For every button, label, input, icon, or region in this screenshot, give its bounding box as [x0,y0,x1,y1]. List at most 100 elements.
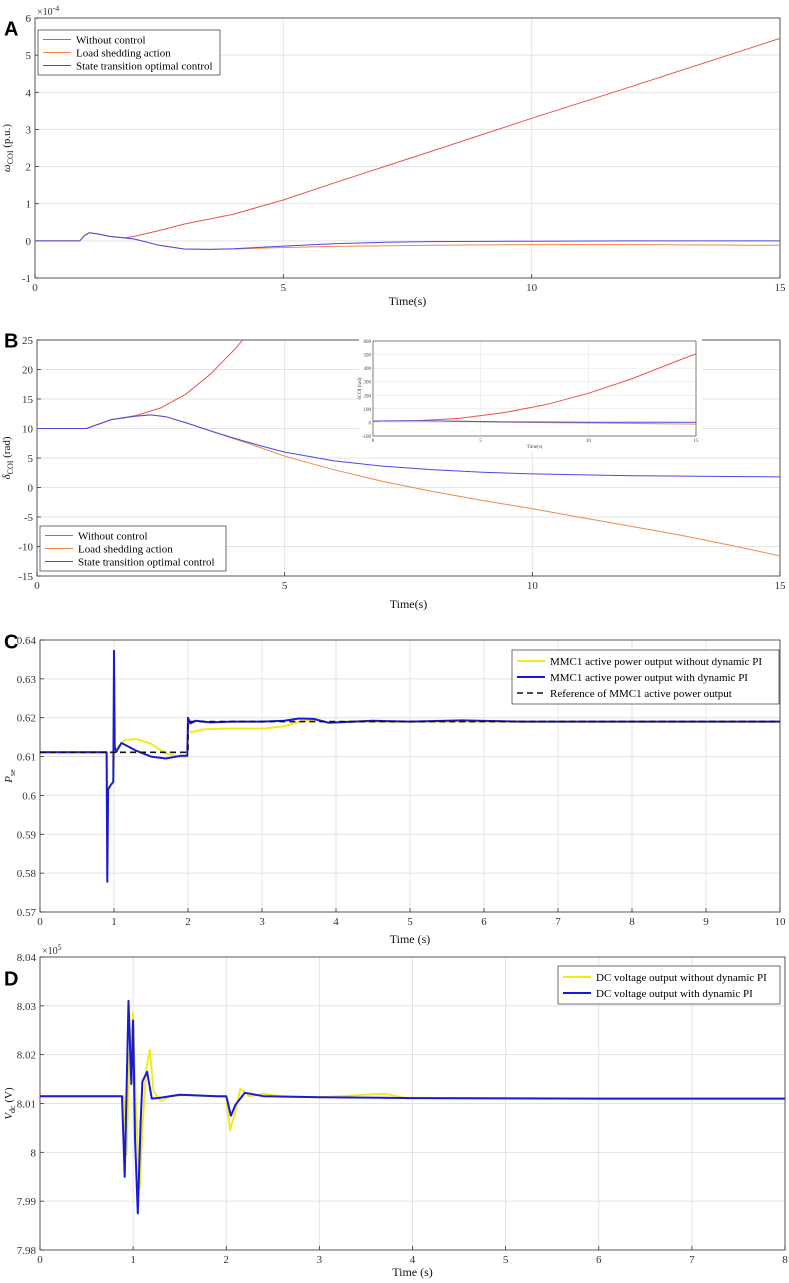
x-tick-label: 15 [775,282,787,294]
x-tick-label: 15 [775,580,787,592]
x-tick-label: 3 [259,916,265,928]
series-line-3 [35,232,780,250]
legend-entry: Load shedding action [76,48,171,60]
panel-letter: A [4,19,18,41]
chart-panel-b: B 0 5 10 15 -15 -10 -5 0 5 10 15 20 25 Time(s) δCOI (ra… [1,331,786,611]
x-tick-label: 6 [596,1254,602,1266]
y-axis-label: Pse [3,769,17,784]
x-tick-label: 5 [281,282,287,294]
series-line-2 [40,999,785,1215]
x-axis-label: Time(s) [390,597,428,611]
inset-y-tick-label: 200 [364,394,372,399]
legend-entry: Without control [78,531,148,543]
inset-y-tick-label: 300 [364,381,372,386]
x-tick-label: 7 [555,916,561,928]
panel-letter: D [4,969,18,991]
y-tick-label: 8.03 [17,1001,37,1013]
x-tick-label: 0 [37,1254,43,1266]
y-axis-label: ωCOI (p.u.) [1,124,15,172]
legend-box [557,965,781,1005]
legend-entry: DC voltage output without dynamic PI [596,972,767,984]
x-axis-label: Time (s) [390,932,431,946]
y-tick-label: 0 [26,236,32,248]
y-tick-label: 0.62 [17,713,36,725]
x-tick-label: 5 [503,1254,509,1266]
legend-entry: Without control [76,35,146,47]
inset-y-tick-label: 400 [364,367,372,372]
x-tick-label: 10 [527,580,539,592]
inset-x-tick-label: 10 [586,439,592,444]
legend-entry: Reference of MMC1 active power output [550,688,732,700]
y-tick-label: 3 [26,124,32,136]
y-tick-label: 7.99 [17,1196,37,1208]
panel-letter: B [4,331,18,353]
y-tick-label: 4 [26,87,32,99]
legend-entry: State transition optimal control [76,61,213,73]
y-tick-label: 0.64 [17,635,37,647]
panel-letter: C [4,632,18,654]
legend-entry: DC voltage output with dynamic PI [596,988,753,1000]
x-tick-label: 10 [526,282,538,294]
x-tick-label: 4 [410,1254,416,1266]
y-tick-label: 0 [28,483,34,495]
series-line-3 [40,720,780,754]
x-tick-label: 5 [282,580,288,592]
series-line-3 [37,414,780,478]
chart-panel-c: C 0 1 2 3 4 5 6 7 8 9 10 0.57 0.58 0.59 0.6 0.61 0.62 0.63… [3,632,786,946]
y-tick-label: 0.59 [17,829,37,841]
y-tick-label: -10 [18,542,33,554]
inset-y-axis-label: δCOI (rad) [358,377,363,399]
x-tick-label: 6 [481,916,487,928]
inset-y-tick-label: 500 [364,354,372,359]
y-tick-label: 8 [31,1147,37,1159]
inset-y-tick-label: 0 [369,421,372,426]
y-tick-label: -15 [18,571,33,583]
legend-entry: MMC1 active power output with dynamic PI [550,672,748,684]
x-tick-label: 3 [317,1254,323,1266]
y-tick-label: 15 [22,394,34,406]
x-axis-label: Time (s) [392,1265,433,1279]
x-tick-label: 2 [185,916,191,928]
chart-panel-d: D 0 1 2 3 4 5 6 7 8 7.98 7.99 8 8.01 8.02 8.03 8.04 ×105 T… [3,943,788,1279]
inset-y-tick-label: -100 [362,435,372,440]
x-tick-label: 0 [37,916,43,928]
y-tick-label: -5 [24,512,34,524]
y-tick-label: 0.57 [17,907,37,919]
inset-frame [372,340,697,437]
legend: MMC1 active power output without dynamic… [511,649,780,705]
y-tick-label: 8.02 [17,1050,36,1062]
x-tick-label: 10 [775,916,787,928]
inset-x-axis-label: Time(s) [527,445,543,450]
y-tick-label: 0.6 [22,790,36,802]
x-tick-label: 8 [629,916,635,928]
y-tick-label: 1 [26,199,32,211]
y-tick-label: 20 [22,365,34,377]
legend-box [511,649,780,705]
inset-x-tick-label: 5 [479,439,482,444]
y-axis-label: δCOI (rad) [1,436,15,479]
y-axis-label: Vdc (V) [3,1087,17,1120]
y-tick-label: 0.58 [17,868,37,880]
legend-entry: State transition optimal control [78,557,215,569]
legend-entry: MMC1 active power output without dynamic… [550,656,762,668]
y-tick-label: 7.98 [17,1245,37,1257]
y-tick-label: 25 [22,335,34,347]
inset-y-tick-label: 100 [364,408,372,413]
y-tick-label: 0.61 [17,752,36,764]
y-tick-label: 8.04 [17,952,37,964]
y-tick-label: 10 [22,424,34,436]
y-tick-label: 5 [28,453,34,465]
x-tick-label: 2 [224,1254,230,1266]
x-tick-label: 7 [689,1254,695,1266]
axis-exponent-label: ×10-4 [37,4,59,18]
x-tick-label: 0 [34,580,40,592]
legend-entry: Load shedding action [78,544,173,556]
legend: DC voltage output without dynamic PI DC v… [557,965,781,1005]
x-tick-label: 9 [703,916,709,928]
inset-chart: 0 5 10 15-1000100200300400500600Time(s)δCOI… [358,339,702,452]
inset-x-tick-label: 15 [694,439,700,444]
x-tick-label: 8 [782,1254,788,1266]
